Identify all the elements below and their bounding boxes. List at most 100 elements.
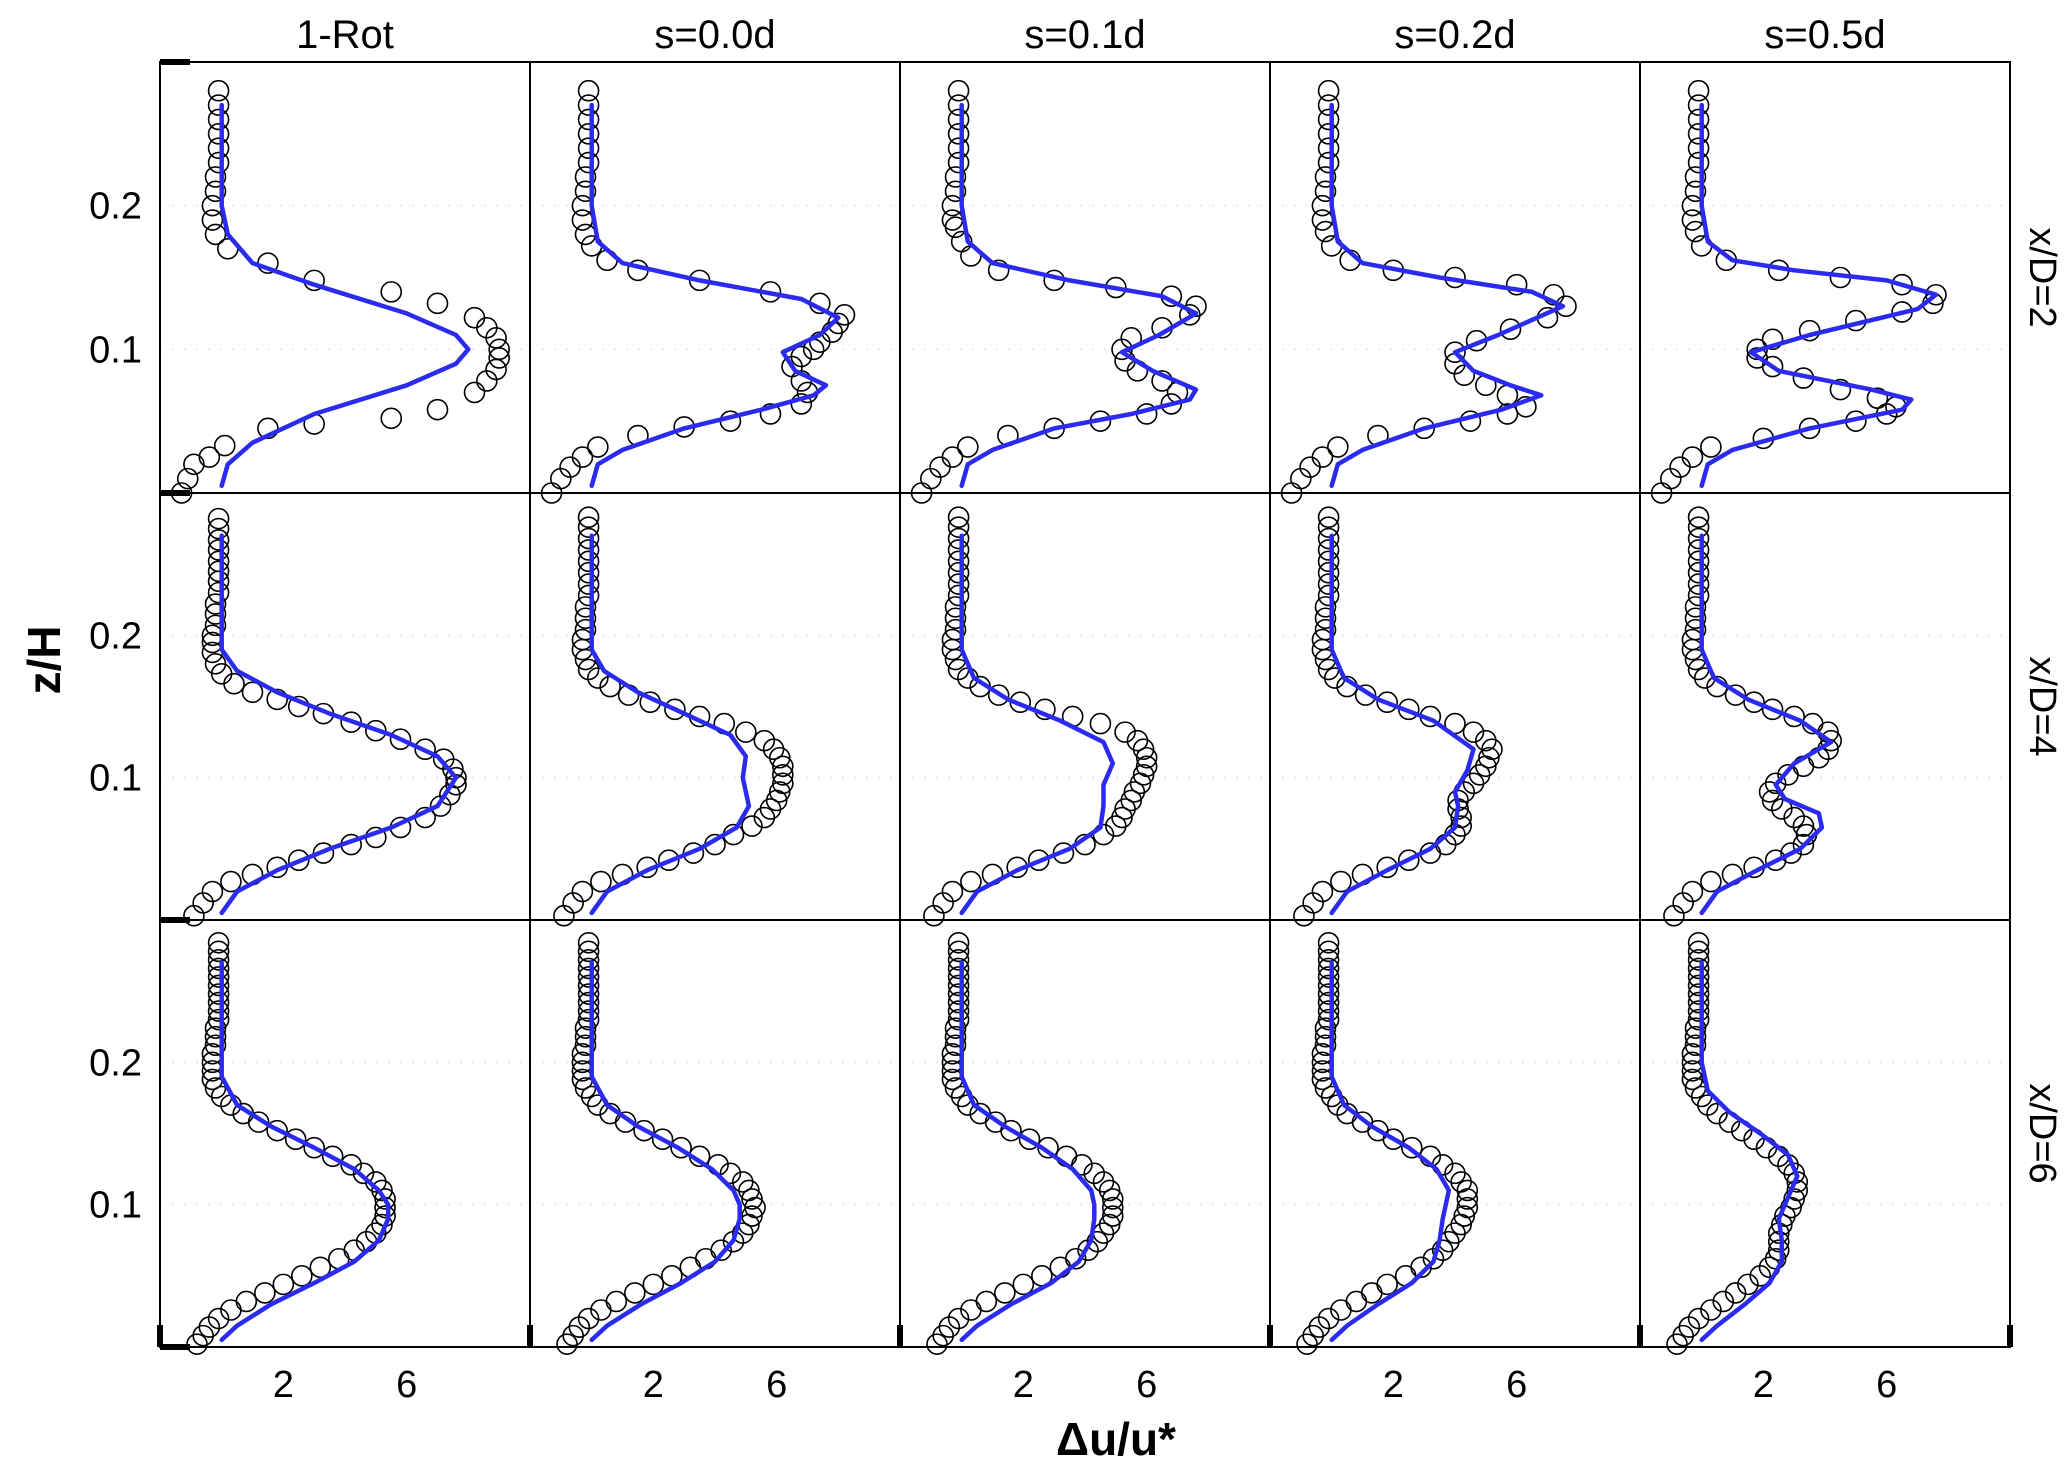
data-point-marker [1681,446,1704,468]
data-point-marker [577,584,600,607]
panel [1640,931,2010,1355]
data-point-marker [1314,607,1337,630]
panel [160,931,530,1355]
data-point-marker [947,123,970,145]
data-point-marker [670,1136,692,1159]
data-point-marker [389,728,412,751]
data-point-marker [201,194,224,217]
data-point-marker [947,94,970,116]
data-point-marker [1663,904,1685,927]
data-point-marker [577,108,600,131]
data-point-marker [201,209,224,231]
data-point-marker [574,1034,597,1057]
data-point-marker [577,539,600,561]
data-point-marker [1684,607,1707,630]
data-point-marker [1700,870,1722,893]
data-point-marker [1767,1239,1790,1262]
plot-border [159,61,2011,1348]
data-point-marker [577,974,600,997]
data-point-marker [1410,1256,1432,1279]
data-point-marker [1780,842,1802,864]
data-point-marker [753,729,776,752]
data-point-marker [1314,166,1337,188]
data-point-marker [947,957,970,980]
data-point-marker [577,940,600,963]
x-tick-label: 6 [1876,1364,1897,1406]
data-point-marker [1761,789,1784,812]
data-point-marker [772,764,794,786]
data-point-marker [1687,123,1710,145]
data-point-marker [790,393,813,415]
data-point-marker [947,539,970,561]
data-point-marker [207,517,230,540]
data-point-marker [1317,123,1340,145]
data-point-marker [947,940,970,963]
data-point-marker [488,347,510,369]
data-point-marker [352,1162,375,1185]
data-point-marker [235,1290,258,1313]
data-point-marker [1687,966,1710,988]
column-title: s=0.1d [1024,13,1145,57]
data-point-marker [975,1290,998,1313]
data-point-marker [1700,1299,1722,1321]
data-point-marker [204,652,227,675]
data-point-marker [1413,417,1435,440]
data-point-marker [1317,966,1340,988]
data-point-marker [1684,1034,1707,1057]
data-point-marker [1496,403,1519,425]
data-point-marker [1314,596,1337,618]
data-point-marker [1317,573,1340,595]
data-point-marker [947,573,970,595]
model-line [959,960,1097,1343]
data-point-marker [1687,79,1710,102]
data-point-marker [463,381,486,404]
data-point-marker [947,983,970,1005]
data-point-marker [1925,283,1947,306]
data-point-marker [321,1145,344,1168]
data-point-marker [710,1239,732,1262]
data-point-marker [577,94,600,116]
data-point-marker [1317,539,1340,561]
data-point-marker [1687,1008,1710,1031]
panel [1640,506,2010,927]
data-point-marker [254,1282,276,1304]
data-point-marker [947,974,970,997]
data-point-marker [207,974,230,997]
x-axis-label: Δu/u* [1056,1413,1176,1465]
data-point-marker [1687,931,1710,954]
data-point-marker [1687,1307,1710,1330]
data-point-marker [1317,1008,1340,1031]
data-point-marker [1012,1273,1035,1296]
data-point-marker [577,151,600,174]
data-point-marker [941,194,964,217]
data-point-marker [340,1154,362,1176]
data-point-marker [577,931,600,954]
data-point-marker [1314,180,1337,203]
data-point-marker [947,949,970,971]
data-point-marker [1687,527,1710,550]
data-point-marker [944,180,967,203]
data-point-marker [1135,746,1158,769]
data-point-marker [287,849,310,872]
data-point-marker [303,1136,325,1159]
data-point-marker [207,507,230,530]
data-point-marker [574,180,597,203]
data-point-marker [426,398,449,421]
data-point-marker [577,991,600,1014]
data-point-marker [741,1205,763,1227]
data-point-marker [1317,151,1340,174]
x-tick-label: 6 [396,1364,417,1406]
panel [160,79,530,504]
data-point-marker [204,1034,227,1057]
data-point-marker [1746,347,1768,369]
data-point-marker [944,1025,967,1048]
data-point-marker [605,1290,628,1313]
data-point-marker [577,550,600,573]
data-point-marker [201,880,224,903]
data-point-marker [1687,94,1710,116]
data-point-marker [207,991,230,1014]
axes-frame: 0.1 0.2 0.1 0.2 0.1 0.2 2 6 2 6 2 6 2 6 2 6 [89,59,2013,1406]
data-point-marker [266,1119,288,1142]
data-point-marker [577,1000,600,1022]
data-point-marker [960,870,982,893]
